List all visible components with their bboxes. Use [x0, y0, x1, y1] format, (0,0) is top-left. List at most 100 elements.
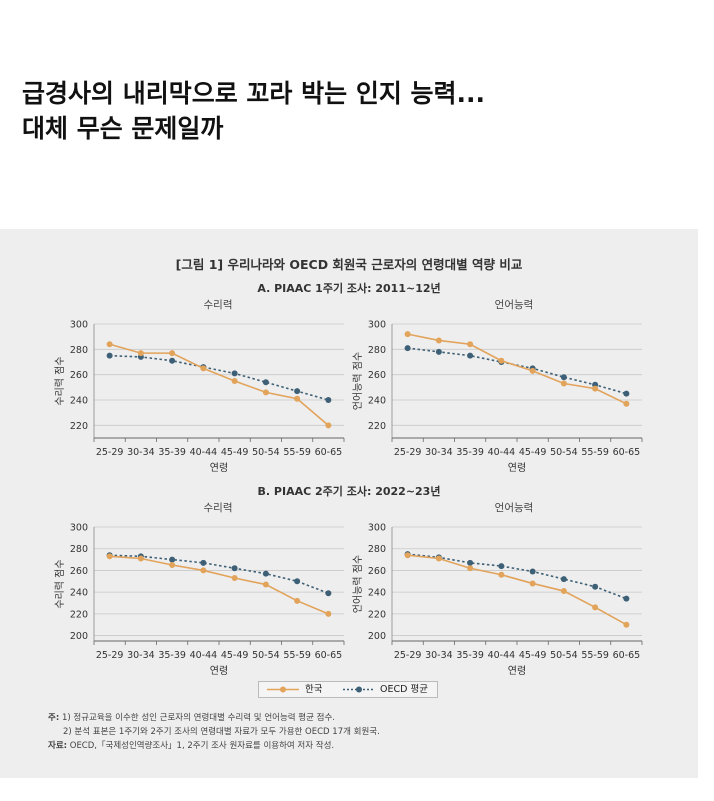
x-tick-label: 45-49 — [221, 650, 249, 661]
korea-data-point — [435, 337, 442, 344]
chart-legend: 한국 OECD 평균 — [258, 681, 438, 698]
korea-data-point — [169, 562, 176, 568]
x-tick-label: 30-34 — [425, 650, 453, 661]
oecd-data-point — [262, 570, 269, 577]
korea-data-point — [560, 588, 567, 595]
panel-b-literacy-title: 언어능력 — [494, 502, 534, 514]
y-tick-label: 220 — [368, 609, 386, 620]
oecd-data-point — [623, 390, 630, 397]
x-tick-label: 50-54 — [550, 447, 578, 458]
x-tick-label: 50-54 — [252, 447, 280, 458]
korea-data-point — [623, 400, 630, 407]
oecd-data-point — [294, 388, 301, 395]
oecd-data-point — [467, 352, 474, 359]
x-tick-label: 40-44 — [488, 447, 516, 458]
oecd-data-point — [623, 595, 630, 602]
oecd-data-point — [106, 352, 113, 359]
x-tick-label: 30-34 — [425, 447, 453, 458]
y-axis-label: 언어능력 점수 — [352, 352, 364, 410]
korea-data-point — [231, 378, 238, 384]
chart-panel-b-numeracy: 200 220 240 260 280 300 25-29 30-34 35-39 40-44 45… — [54, 523, 345, 677]
note-2: 2) 분석 표본은 1주기와 2주기 조사의 연령대별 자료가 모두 가용한 O… — [63, 727, 380, 737]
korea-data-point — [498, 571, 505, 578]
x-tick-label: 40-44 — [190, 447, 218, 458]
oecd-series-line — [109, 554, 329, 594]
y-tick-label: 240 — [368, 396, 386, 407]
oecd-data-point — [560, 374, 567, 381]
figure-notes: 주: 1) 정규교육을 이수한 성인 근로자의 연령대별 수리력 및 언어능력 … — [48, 711, 688, 753]
oecd-data-point — [498, 563, 505, 570]
oecd-data-point — [325, 590, 332, 597]
oecd-series-line — [407, 553, 627, 600]
legend-oecd-marker — [343, 686, 375, 693]
oecd-data-point — [560, 576, 567, 583]
y-tick-label: 280 — [368, 544, 386, 555]
y-tick-label: 300 — [368, 320, 386, 331]
korea-series-line — [407, 333, 627, 405]
korea-data-point — [529, 580, 536, 587]
x-tick-label: 35-39 — [456, 447, 484, 458]
korea-data-point — [200, 567, 207, 574]
x-tick-label: 60-65 — [315, 650, 343, 661]
x-tick-label: 50-54 — [550, 650, 578, 661]
x-tick-label: 25-29 — [394, 650, 422, 661]
korea-data-point — [137, 350, 144, 357]
x-tick-label: 40-44 — [488, 650, 516, 661]
korea-data-point — [262, 389, 269, 396]
y-tick-label: 200 — [368, 631, 386, 642]
oecd-data-point — [231, 565, 238, 572]
note-line-2: 2) 분석 표본은 1주기와 2주기 조사의 연령대별 자료가 모두 가용한 O… — [48, 725, 688, 739]
x-tick-label: 60-65 — [613, 650, 641, 661]
x-tick-label: 25-29 — [96, 650, 124, 661]
panel-b-numeracy-title: 수리력 — [203, 502, 233, 514]
x-tick-label: 45-49 — [519, 650, 547, 661]
x-tick-label: 30-34 — [127, 447, 155, 458]
x-axis-label: 연령 — [210, 665, 228, 677]
korea-series-line — [407, 554, 627, 626]
korea-data-point — [467, 565, 474, 572]
oecd-data-point — [294, 578, 301, 585]
x-tick-label: 40-44 — [190, 650, 218, 661]
note-1: 1) 정규교육을 이수한 성인 근로자의 연령대별 수리력 및 언어능력 평균 … — [61, 713, 335, 723]
y-tick-label: 220 — [70, 609, 88, 620]
oecd-data-point — [262, 379, 269, 386]
y-tick-label: 280 — [70, 345, 88, 356]
note-label: 주: — [48, 713, 60, 723]
y-tick-label: 240 — [368, 588, 386, 599]
panel-a-literacy-title: 언어능력 — [494, 299, 534, 311]
y-tick-label: 300 — [368, 523, 386, 534]
x-tick-label: 60-65 — [613, 447, 641, 458]
section-a-title: A. PIAAC 1주기 조사: 2011~12년 — [257, 282, 441, 295]
figure-image: [그림 1] 우리나라와 OECD 회원국 근로자의 연령대별 역량 비교 A.… — [0, 229, 698, 778]
source-text: OECD,「국제성인역량조사」1, 2주기 조사 원자료를 이용하여 저자 작성… — [69, 741, 335, 751]
panel-a-numeracy-title: 수리력 — [203, 299, 233, 311]
y-tick-label: 240 — [70, 588, 88, 599]
oecd-data-point — [592, 583, 599, 590]
x-axis-label: 연령 — [508, 665, 526, 677]
legend-oecd-label: OECD 평균 — [380, 684, 428, 695]
oecd-data-point — [404, 345, 411, 352]
oecd-data-point — [467, 559, 474, 566]
headline-line-1: 급경사의 내리막으로 꼬라 박는 인지 능력... — [22, 79, 486, 108]
oecd-data-point — [169, 357, 176, 364]
x-tick-label: 55-59 — [581, 650, 609, 661]
section-b-title: B. PIAAC 2주기 조사: 2022~23년 — [257, 485, 441, 498]
y-tick-label: 280 — [70, 544, 88, 555]
korea-data-point — [404, 552, 411, 559]
oecd-data-point — [325, 397, 332, 403]
korea-data-point — [498, 357, 505, 364]
oecd-series-line — [109, 354, 329, 401]
x-tick-label: 55-59 — [581, 447, 609, 458]
y-tick-label: 260 — [70, 566, 88, 577]
x-tick-label: 45-49 — [221, 447, 249, 458]
note-line-1: 주: 1) 정규교육을 이수한 성인 근로자의 연령대별 수리력 및 언어능력 … — [48, 711, 688, 725]
x-tick-label: 55-59 — [283, 447, 311, 458]
oecd-data-point — [529, 568, 536, 575]
oecd-data-point — [169, 556, 176, 563]
x-axis-label: 연령 — [210, 462, 228, 474]
chart-panel-a-numeracy: 220 240 260 280 300 25-29 30-34 35-39 40-44 45-49… — [54, 320, 345, 474]
x-tick-label: 60-65 — [315, 447, 343, 458]
korea-data-point — [231, 575, 238, 582]
korea-data-point — [137, 555, 144, 562]
x-tick-label: 55-59 — [283, 650, 311, 661]
